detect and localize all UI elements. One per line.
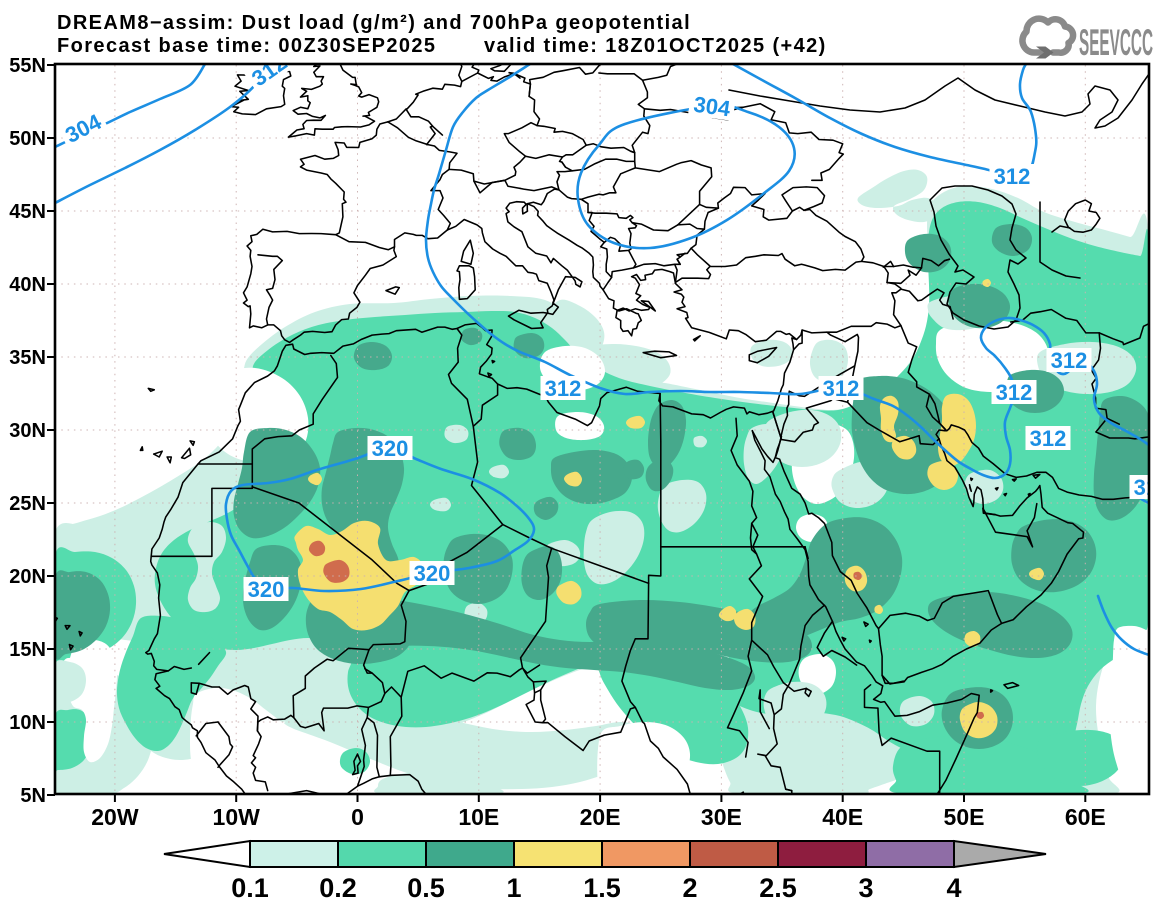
svg-text:45N: 45N [9,201,46,223]
svg-text:50E: 50E [944,804,985,830]
svg-text:Forecast base time: 00Z30SEP20: Forecast base time: 00Z30SEP2025 [57,35,436,57]
svg-text:10W: 10W [213,804,261,830]
svg-text:30N: 30N [9,420,46,442]
svg-text:312: 312 [1030,426,1067,451]
svg-text:312: 312 [545,376,582,401]
svg-text:4: 4 [946,873,961,903]
svg-text:40E: 40E [822,804,863,830]
svg-text:valid time: 18Z01OCT2025 (+42): valid time: 18Z01OCT2025 (+42) [484,35,827,57]
svg-text:304: 304 [692,92,733,122]
svg-text:20N: 20N [9,566,46,588]
svg-text:0.2: 0.2 [319,873,357,903]
svg-text:10N: 10N [9,712,46,734]
svg-text:10E: 10E [458,804,499,830]
svg-text:312: 312 [996,380,1033,405]
svg-text:3: 3 [858,873,873,903]
svg-text:1: 1 [506,873,521,903]
svg-text:20E: 20E [580,804,621,830]
svg-text:5N: 5N [20,785,46,807]
svg-text:312: 312 [823,376,860,401]
svg-text:35N: 35N [9,347,46,369]
svg-text:2.5: 2.5 [759,873,797,903]
svg-text:320: 320 [414,561,451,586]
svg-text:1.5: 1.5 [583,873,621,903]
svg-text:2: 2 [682,873,697,903]
svg-text:320: 320 [248,577,285,602]
svg-text:312: 312 [994,164,1031,189]
svg-text:DREAM8−assim: Dust load (g/m²): DREAM8−assim: Dust load (g/m²) and 700hP… [57,12,691,34]
svg-text:55N: 55N [9,55,46,77]
svg-text:50N: 50N [9,128,46,150]
svg-text:30E: 30E [701,804,742,830]
svg-text:SEEVCCC: SEEVCCC [1079,22,1153,63]
svg-text:320: 320 [372,436,409,461]
svg-text:0.1: 0.1 [231,873,269,903]
svg-text:0.5: 0.5 [407,873,445,903]
svg-text:40N: 40N [9,274,46,296]
svg-text:15N: 15N [9,639,46,661]
svg-text:312: 312 [1051,348,1088,373]
svg-text:20W: 20W [91,804,139,830]
svg-text:0: 0 [351,804,364,830]
svg-text:25N: 25N [9,493,46,515]
svg-text:60E: 60E [1065,804,1106,830]
